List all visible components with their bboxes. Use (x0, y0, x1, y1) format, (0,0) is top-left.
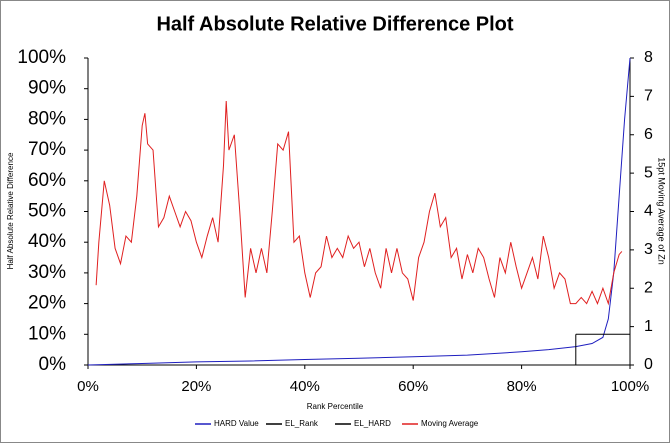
x-tick-label: 60% (398, 378, 428, 395)
series-line (95, 100, 623, 306)
y-tick-label: 60% (28, 170, 66, 191)
legend-label: EL_HARD (354, 419, 391, 428)
x-tick-label: 0% (77, 378, 99, 395)
y2-tick-label: 0 (644, 356, 653, 373)
y2-tick-label: 7 (644, 88, 653, 105)
x-tick-label: 40% (290, 378, 320, 395)
x-tick-label: 100% (611, 378, 649, 395)
series-line (87, 57, 631, 366)
y-tick-label: 90% (28, 78, 66, 99)
y2-tick-label: 2 (644, 279, 653, 296)
x-tick-label: 20% (181, 378, 211, 395)
y-axis-label: Half Absolute Relative Difference (6, 152, 15, 269)
y2-tick-label: 5 (644, 164, 653, 181)
y2-tick-label: 8 (644, 49, 653, 66)
y2-tick-label: 3 (644, 241, 653, 258)
legend-label: HARD Value (214, 419, 259, 428)
x-tick-label: 80% (507, 378, 537, 395)
y-tick-label: 40% (28, 231, 66, 252)
legend-label: EL_Rank (285, 419, 319, 428)
y-tick-label: 70% (28, 139, 66, 160)
x-axis-label: Rank Percentile (307, 402, 364, 411)
y-tick-label: 30% (28, 262, 66, 283)
y-tick-label: 0% (39, 354, 67, 375)
y-tick-label: 10% (28, 323, 66, 344)
y2-tick-label: 4 (644, 203, 653, 220)
y2-axis-label: 15pt Moving Average of Zn (657, 157, 667, 264)
y2-tick-label: 1 (644, 318, 653, 335)
y2-tick-label: 6 (644, 126, 653, 143)
y-tick-label: 80% (28, 108, 66, 129)
y-tick-label: 50% (28, 201, 66, 222)
legend-label: Moving Average (421, 419, 479, 428)
chart-title: Half Absolute Relative Difference Plot (156, 13, 513, 35)
y-tick-label: 20% (28, 293, 66, 314)
y-tick-label: 100% (17, 47, 66, 68)
